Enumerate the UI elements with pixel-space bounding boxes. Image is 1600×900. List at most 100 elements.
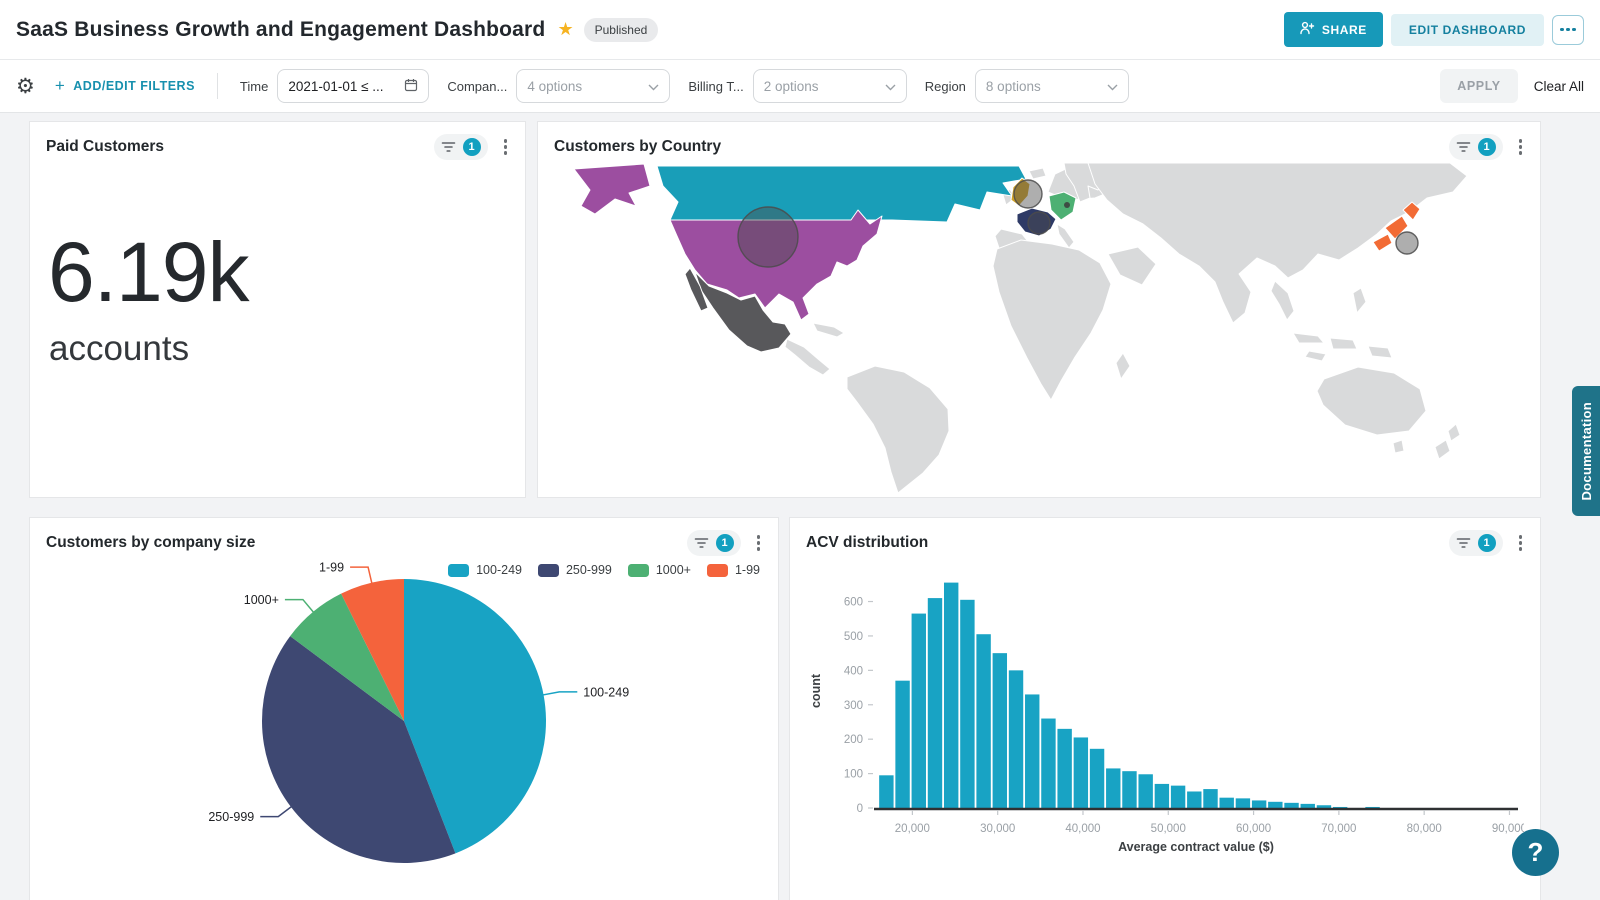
svg-text:60,000: 60,000 [1236, 823, 1271, 835]
svg-text:40,000: 40,000 [1065, 823, 1100, 835]
filter-icon [441, 142, 455, 152]
legend-swatch [448, 563, 470, 577]
chevron-down-icon [648, 79, 659, 94]
svg-text:count: count [809, 673, 823, 708]
legend-label: 1-99 [734, 563, 760, 577]
tile-title: Customers by company size [46, 534, 256, 551]
svg-text:80,000: 80,000 [1407, 823, 1442, 835]
svg-text:0: 0 [857, 803, 863, 815]
filter-company: Compan... 4 options [447, 69, 671, 103]
tile-title: Customers by Country [554, 138, 722, 155]
tile-filter-button[interactable]: 1 [1448, 134, 1503, 160]
app-header: SaaS Business Growth and Engagement Dash… [0, 0, 1600, 60]
help-button[interactable]: ? [1512, 829, 1559, 876]
tile-menu-kebab-icon[interactable] [753, 533, 765, 553]
kpi-value: 6.19k [48, 225, 250, 319]
svg-text:200: 200 [844, 734, 863, 746]
filter-region-label: Region [924, 78, 966, 94]
tile-title: Paid Customers [46, 138, 165, 155]
filter-region: Region 8 options [925, 69, 1129, 103]
filter-billing: Billing T... 2 options [688, 69, 907, 103]
filter-count-badge: 1 [1477, 534, 1496, 552]
filter-count-badge: 1 [715, 534, 734, 552]
svg-text:50,000: 50,000 [1151, 823, 1186, 835]
filter-count-badge: 1 [1477, 138, 1496, 156]
clear-all-button[interactable]: Clear All [1533, 78, 1584, 94]
tile-customers-by-country: Customers by Country 1 [538, 122, 1540, 497]
kpi-unit: accounts [49, 329, 190, 368]
plus-icon: + [54, 76, 66, 95]
svg-text:30,000: 30,000 [980, 823, 1015, 835]
filter-bar: ⚙ + ADD/EDIT FILTERS Time 2021-01-01 ≤ .… [0, 60, 1600, 113]
share-person-plus-icon [1300, 21, 1315, 38]
dot [1566, 27, 1570, 32]
svg-text:500: 500 [844, 631, 863, 643]
filter-time: Time 2021-01-01 ≤ ... [239, 69, 430, 103]
tile-menu-kebab-icon[interactable] [1515, 533, 1527, 553]
apply-button[interactable]: APPLY [1440, 69, 1518, 103]
region-select[interactable]: 8 options [974, 69, 1129, 103]
dot [1560, 27, 1564, 32]
billing-type-select[interactable]: 2 options [752, 69, 907, 103]
dot [1572, 27, 1576, 32]
tile-title: ACV distribution [806, 534, 929, 551]
filter-company-label: Compan... [447, 78, 508, 94]
legend-swatch [706, 563, 728, 577]
company-size-select[interactable]: 4 options [516, 69, 671, 103]
map-markers [737, 179, 1419, 268]
tile-menu-kebab-icon[interactable] [500, 137, 512, 157]
svg-text:400: 400 [844, 665, 863, 677]
tile-filter-button[interactable]: 1 [686, 530, 741, 556]
time-range-input[interactable]: 2021-01-01 ≤ ... [277, 69, 430, 103]
edit-dashboard-button[interactable]: EDIT DASHBOARD [1390, 13, 1544, 46]
filter-billing-label: Billing T... [688, 78, 744, 94]
page-title: SaaS Business Growth and Engagement Dash… [16, 17, 546, 41]
more-menu-button[interactable] [1552, 14, 1584, 45]
svg-text:1-99: 1-99 [319, 561, 344, 575]
filter-icon [694, 538, 708, 548]
svg-text:20,000: 20,000 [895, 823, 930, 835]
share-button[interactable]: SHARE [1283, 12, 1383, 47]
tile-menu-kebab-icon[interactable] [1515, 137, 1527, 157]
filter-settings-gear-icon[interactable]: ⚙ [16, 73, 35, 98]
svg-text:1000+: 1000+ [244, 593, 279, 607]
legend-label: 100-249 [476, 563, 522, 577]
filter-icon [1456, 538, 1470, 548]
svg-text:600: 600 [844, 597, 863, 609]
filter-count-badge: 1 [462, 138, 481, 156]
filter-time-label: Time [239, 78, 269, 94]
histogram-chart[interactable]: 0 100 200 300 400 500 600 20,000 30,000 40,000 50,… [806, 560, 1524, 896]
legend-item[interactable]: 250-999 [537, 563, 612, 577]
legend-item[interactable]: 1000+ [627, 563, 691, 577]
svg-text:100-249: 100-249 [583, 685, 629, 699]
svg-text:Average contract value ($): Average contract value ($) [1118, 840, 1274, 854]
legend-swatch [627, 563, 649, 577]
tile-customers-by-company-size: Customers by company size 1 100-249 250-9… [30, 518, 778, 900]
add-edit-filters-button[interactable]: + ADD/EDIT FILTERS [54, 76, 195, 95]
favorite-star-icon[interactable]: ★ [557, 19, 574, 39]
world-map[interactable] [552, 162, 1526, 494]
svg-text:90,000: 90,000 [1492, 823, 1524, 835]
chevron-down-icon [1107, 79, 1118, 94]
svg-text:250-999: 250-999 [208, 810, 254, 824]
chevron-down-icon [885, 79, 896, 94]
tile-paid-customers: Paid Customers 1 6.19k accounts [30, 122, 525, 497]
filter-icon [1456, 142, 1470, 152]
svg-text:70,000: 70,000 [1321, 823, 1356, 835]
tile-acv-distribution: ACV distribution 1 0 100 200 300 400 500 600 20… [790, 518, 1540, 900]
svg-text:300: 300 [844, 700, 863, 712]
legend-item[interactable]: 1-99 [706, 563, 760, 577]
pie-legend[interactable]: 100-249 250-999 1000+ 1-99 [448, 563, 760, 577]
tile-filter-button[interactable]: 1 [1448, 530, 1503, 556]
svg-text:100: 100 [844, 769, 863, 781]
tile-filter-button[interactable]: 1 [433, 134, 488, 160]
legend-label: 250-999 [565, 563, 612, 577]
documentation-tab[interactable]: Documentation [1572, 386, 1600, 516]
calendar-icon [404, 78, 418, 95]
legend-item[interactable]: 100-249 [448, 563, 522, 577]
pie-chart[interactable]: 100-249 250-999 1000+ 1-99 [30, 558, 778, 900]
legend-swatch [537, 563, 559, 577]
divider [216, 73, 218, 99]
status-badge: Published [583, 17, 659, 42]
legend-label: 1000+ [655, 563, 691, 577]
